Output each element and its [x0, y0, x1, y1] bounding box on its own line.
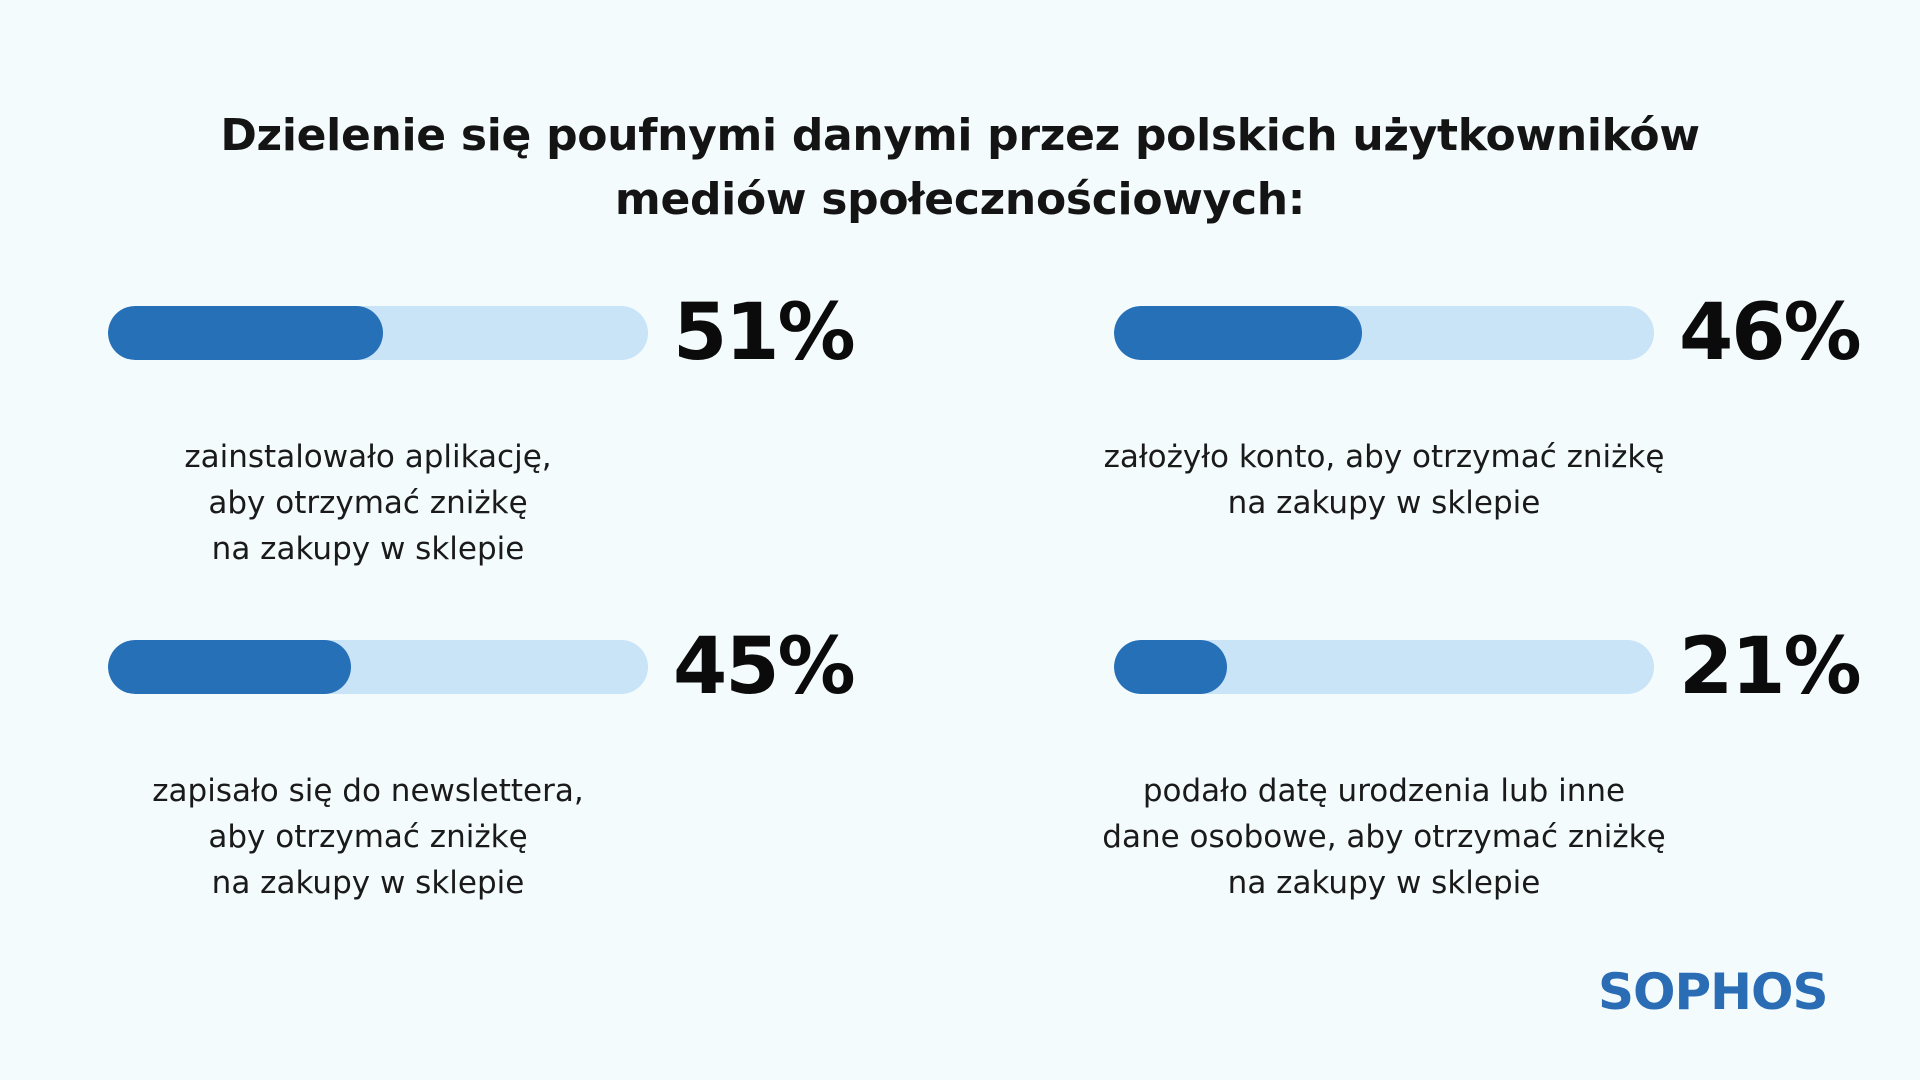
desc-line: zapisało się do newslettera, — [152, 773, 584, 809]
desc-line: na zakupy w sklepie — [1227, 865, 1541, 901]
stat-personal-data: 21% podało datę urodzenia lub inne dane … — [1102, 622, 1920, 940]
progress-track — [108, 306, 648, 360]
progress-fill — [1114, 306, 1363, 360]
percent-value: 45% — [673, 622, 856, 712]
stat-description: zapisało się do newslettera, aby otrzyma… — [0, 768, 738, 906]
percent-value: 46% — [1679, 288, 1862, 378]
progress-fill — [108, 306, 384, 360]
title-line-1: Dzielenie się poufnymi danymi przez pols… — [220, 110, 1700, 161]
stat-newsletter: 45% zapisało się do newslettera, aby otr… — [108, 622, 988, 940]
percent-value: 51% — [673, 288, 856, 378]
desc-line: podało datę urodzenia lub inne — [1142, 773, 1626, 809]
progress-fill — [108, 640, 351, 694]
stat-description: założyło konto, aby otrzymać zniżkę na z… — [1014, 434, 1754, 526]
stat-description: podało datę urodzenia lub inne dane osob… — [1014, 768, 1754, 906]
stat-description: zainstalowało aplikację, aby otrzymać zn… — [0, 434, 738, 572]
desc-line: aby otrzymać zniżkę — [208, 485, 528, 521]
desc-line: na zakupy w sklepie — [1227, 485, 1541, 521]
desc-line: założyło konto, aby otrzymać zniżkę — [1103, 439, 1665, 475]
desc-line: aby otrzymać zniżkę — [208, 819, 528, 855]
page-title: Dzielenie się poufnymi danymi przez pols… — [160, 104, 1760, 232]
desc-line: dane osobowe, aby otrzymać zniżkę — [1102, 819, 1666, 855]
sophos-logo: SOPHOS — [1598, 963, 1829, 1021]
progress-track — [1114, 306, 1654, 360]
progress-track — [108, 640, 648, 694]
percent-value: 21% — [1679, 622, 1862, 712]
progress-track — [1114, 640, 1654, 694]
desc-line: zainstalowało aplikację, — [184, 439, 552, 475]
desc-line: na zakupy w sklepie — [211, 865, 525, 901]
desc-line: na zakupy w sklepie — [211, 531, 525, 567]
stat-installed-app: 51% zainstalowało aplikację, aby otrzyma… — [108, 288, 988, 606]
stat-created-account: 46% założyło konto, aby otrzymać zniżkę … — [1104, 288, 1920, 606]
progress-fill — [1114, 640, 1228, 694]
title-line-2: mediów społecznościowych: — [614, 174, 1306, 225]
